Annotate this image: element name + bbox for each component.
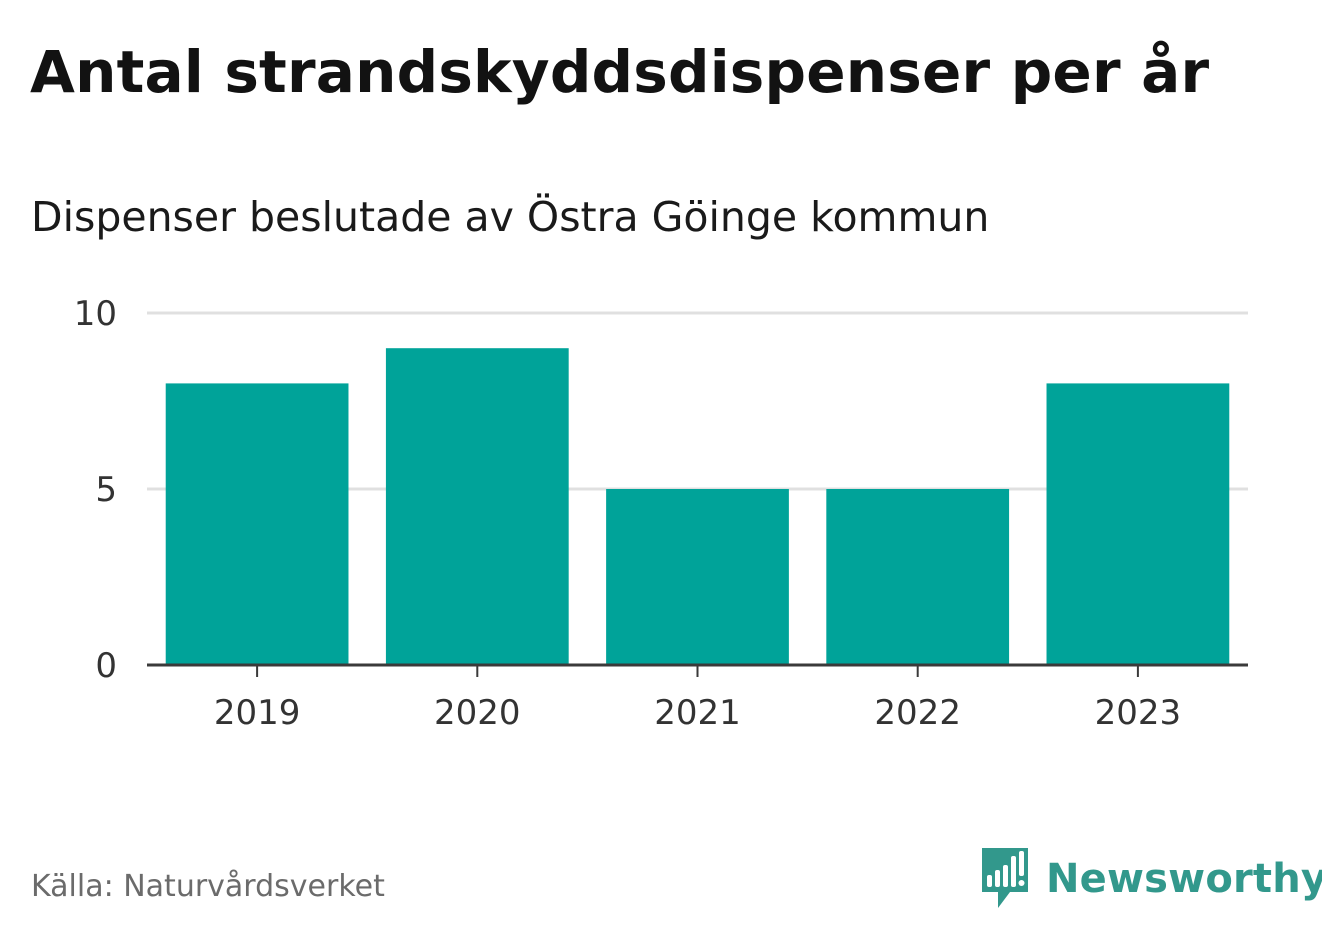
x-tick-label: 2021 <box>654 693 741 733</box>
brand[interactable]: Newsworthy <box>980 848 1322 910</box>
newsworthy-logo-icon <box>982 848 1028 908</box>
bar-2020 <box>385 348 569 665</box>
y-tick-label: 0 <box>95 646 117 686</box>
y-tick-label: 10 <box>74 294 117 334</box>
x-tick-label: 2022 <box>874 693 961 733</box>
brand-name: Newsworthy <box>1046 856 1322 902</box>
chart-subtitle: Dispenser beslutade av Östra Göinge komm… <box>31 193 990 241</box>
source-note: Källa: Naturvårdsverket <box>31 869 385 904</box>
bars <box>165 348 1230 665</box>
x-tick-label: 2020 <box>434 693 521 733</box>
chart-title: Antal strandskyddsdispenser per år <box>30 38 1210 106</box>
tick-labels: 0 5 10 2019 2020 2021 2022 2023 <box>74 294 1181 733</box>
y-tick-label: 5 <box>95 470 117 510</box>
bar-2021 <box>606 489 789 665</box>
x-tick-label: 2019 <box>214 693 301 733</box>
axes <box>147 663 1248 677</box>
bar-2019 <box>165 383 349 665</box>
x-tick-label: 2023 <box>1095 693 1182 733</box>
bar-2022 <box>826 489 1010 665</box>
bar-2023 <box>1046 383 1230 665</box>
